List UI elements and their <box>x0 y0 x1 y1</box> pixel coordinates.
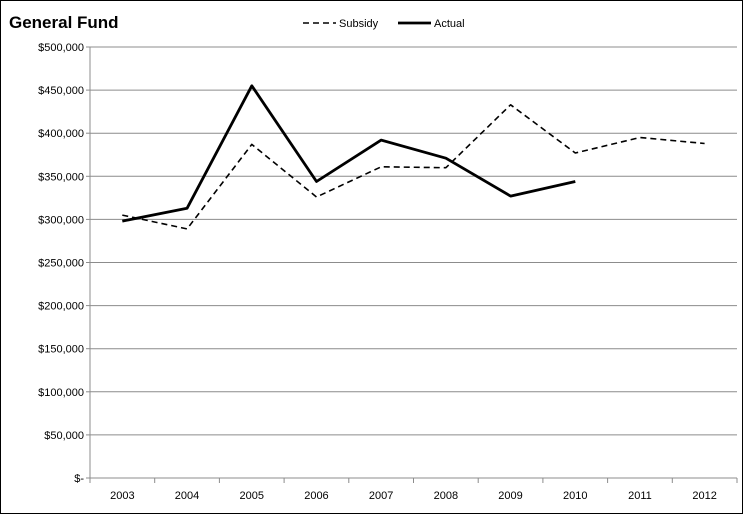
x-tick-label: 2005 <box>240 490 264 502</box>
x-tick-label: 2006 <box>304 490 328 502</box>
x-tick-label: 2004 <box>175 490 199 502</box>
legend-label-subsidy: Subsidy <box>339 18 379 30</box>
x-tick-label: 2009 <box>498 490 522 502</box>
legend-label-actual: Actual <box>434 18 465 30</box>
x-tick-label: 2010 <box>563 490 587 502</box>
legend: Subsidy Actual <box>303 18 465 30</box>
y-tick-label: $150,000 <box>38 344 84 356</box>
series-lines <box>122 84 705 230</box>
y-tick-label: $300,000 <box>38 214 84 226</box>
x-axis-tick-labels: 2003 2004 2005 2006 2007 2008 2009 2010 2011 2012 <box>110 490 717 502</box>
x-tick-label: 2012 <box>692 490 716 502</box>
y-tick-label: $450,000 <box>38 85 84 97</box>
y-tick-label: $400,000 <box>38 128 84 140</box>
y-tick-label: $200,000 <box>38 301 84 313</box>
y-tick-label: $500,000 <box>38 42 84 54</box>
x-tick-label: 2007 <box>369 490 393 502</box>
x-tick-label: 2011 <box>628 490 652 502</box>
series-line-actual <box>122 84 576 223</box>
y-tick-label: $100,000 <box>38 387 84 399</box>
y-axis-tick-labels: $- $50,000 $100,000 $150,000 $200,000 $250,00… <box>38 42 84 485</box>
x-tick-label: 2003 <box>110 490 134 502</box>
axes <box>86 46 738 483</box>
y-tick-label: $- <box>74 473 84 485</box>
x-tick-label: 2008 <box>434 490 458 502</box>
y-tick-label: $50,000 <box>44 430 84 442</box>
chart-title: General Fund <box>9 13 119 32</box>
gridlines <box>90 46 737 436</box>
y-tick-label: $250,000 <box>38 258 84 270</box>
y-tick-label: $350,000 <box>38 171 84 183</box>
